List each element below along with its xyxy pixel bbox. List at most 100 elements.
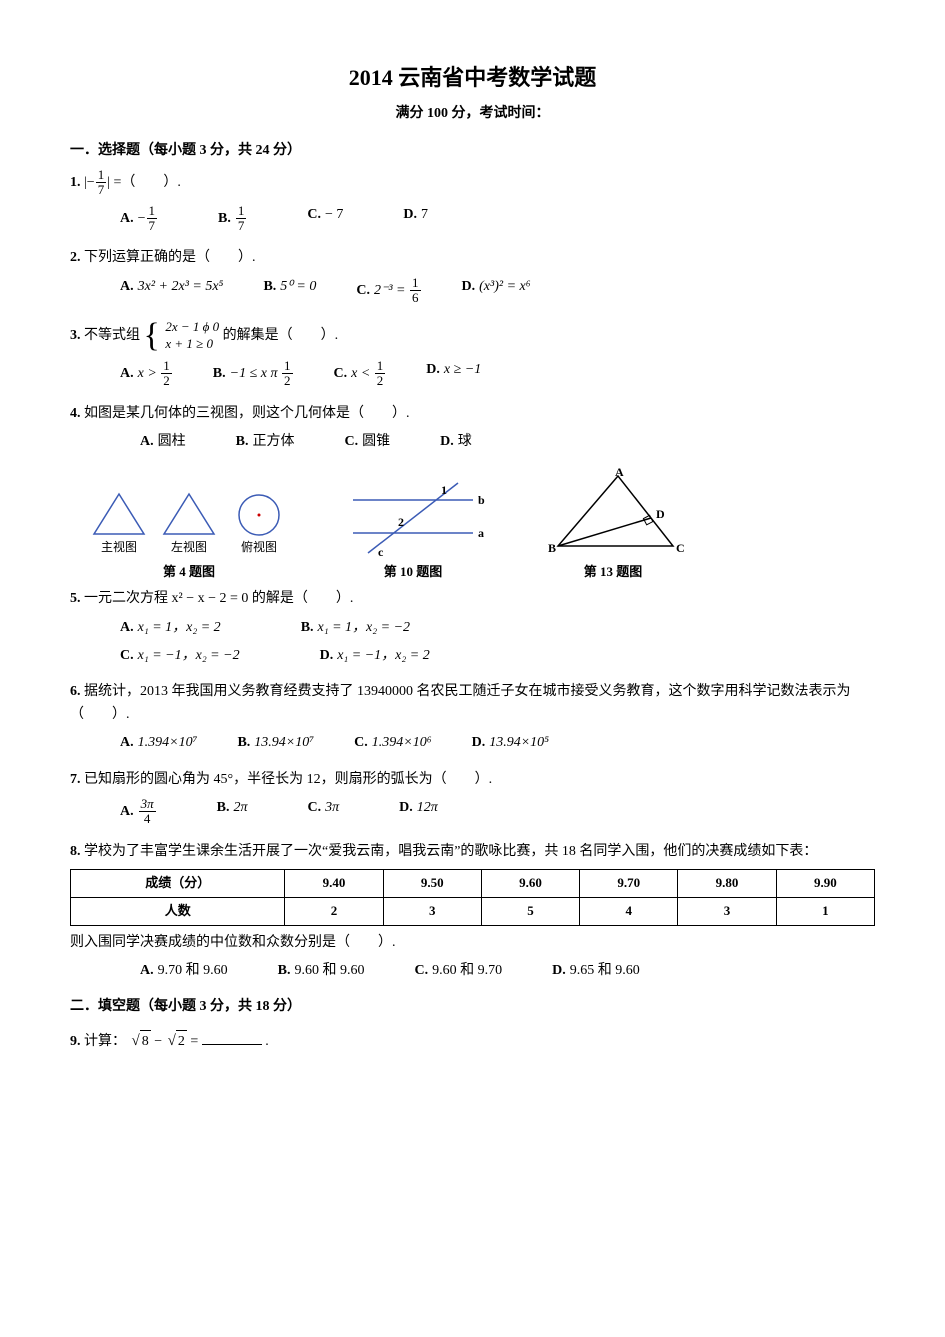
q3-b-d: 2 (282, 374, 293, 388)
q7-options: A.3π4 B.2π C.3π D.12π (120, 797, 875, 827)
q1-opt-b: B.17 (218, 204, 247, 234)
q8-num: 8. (70, 844, 81, 859)
q3-b-pre: −1 ≤ x π (230, 366, 281, 381)
th-2: 9.50 (383, 870, 481, 898)
table-row: 人数 2 3 5 4 3 1 (71, 897, 875, 925)
svg-text:c: c (378, 545, 384, 558)
figure-4: 主视图 左视图 俯视图 第 4 题图 (90, 490, 288, 582)
question-7: 7. 已知扇形的圆心角为 45°，半径长为 12，则扇形的弧长为（ ）. (70, 769, 875, 791)
q3-num: 3. (70, 328, 81, 343)
svg-text:D: D (656, 507, 665, 521)
q4-opt-c: C.圆锥 (344, 431, 390, 453)
q3-opt-d: D.x ≥ −1 (426, 359, 481, 389)
triangle-front-icon (90, 490, 148, 538)
question-6: 6. 据统计，2013 年我国用义务教育经费支持了 13940000 名农民工随… (70, 681, 875, 726)
th-0: 成绩（分） (71, 870, 285, 898)
q7-a-d: 4 (139, 812, 156, 826)
q3-opt-b: B.−1 ≤ x π 12 (213, 359, 294, 389)
q3-b-n: 1 (282, 359, 293, 374)
question-8: 8. 学校为了丰富学生课余生活开展了一次“爱我云南，唱我云南”的歌咏比赛，共 1… (70, 841, 875, 863)
q9-num: 9. (70, 1034, 81, 1049)
table-row: 成绩（分） 9.40 9.50 9.60 9.70 9.80 9.90 (71, 870, 875, 898)
q5-opt-d: D.x₁ = −1，x₂ = 2 (320, 645, 430, 667)
q5-stem: 一元二次方程 x² − x − 2 = 0 的解是（ ）. (84, 591, 353, 606)
svg-text:b: b (478, 493, 485, 507)
page-subtitle: 满分 100 分，考试时间： (70, 103, 875, 125)
q2-opt-d: D.(x³)² = x⁶ (462, 276, 531, 306)
q3-pre: 不等式组 (84, 328, 140, 343)
q9-pre: 计算： (84, 1034, 126, 1049)
q1-a-pre: − (138, 211, 146, 226)
q7-opt-d: D.12π (399, 797, 438, 827)
q4-a: 圆柱 (158, 434, 186, 449)
q2-opt-a: A.3x² + 2x³ = 5x⁵ (120, 276, 223, 306)
q5-d: x₁ = −1，x₂ = 2 (337, 648, 430, 663)
q6-num: 6. (70, 684, 81, 699)
q5-num: 5. (70, 591, 81, 606)
q6-a: 1.394×10⁷ (138, 735, 198, 750)
question-1: 1. |−17| =（ ）. (70, 168, 875, 198)
question-2: 2. 下列运算正确的是（ ）. (70, 247, 875, 269)
figure-10: 1 b 2 a c 第 10 题图 (338, 478, 488, 583)
q3-d: x ≥ −1 (444, 362, 481, 377)
q4-opt-b: B.正方体 (236, 431, 295, 453)
fig4-caption: 第 4 题图 (90, 562, 288, 583)
q5-opt-a: A.x₁ = 1，x₂ = 2 (120, 617, 221, 639)
q2-c-n: 1 (410, 276, 421, 291)
q3-options: A.x > 12 B.−1 ≤ x π 12 C.x < 12 D.x ≥ −1 (120, 359, 875, 389)
q3-sys2: x + 1 ≥ 0 (165, 336, 213, 351)
q1-b-d: 7 (236, 219, 247, 233)
figure-row: 主视图 左视图 俯视图 第 4 题图 1 b 2 a c 第 10 题图 (90, 468, 875, 583)
q7-opt-c: C.3π (308, 797, 340, 827)
q1-a-d: 7 (147, 219, 158, 233)
section-1-heading: 一．选择题（每小题 3 分，共 24 分） (70, 140, 875, 162)
question-5: 5. 一元二次方程 x² − x − 2 = 0 的解是（ ）. (70, 588, 875, 610)
q2-stem: 下列运算正确的是（ ）. (84, 250, 256, 265)
q3-c-d: 2 (375, 374, 386, 388)
q9-post: . (265, 1034, 269, 1049)
q8-stem2: 则入围同学决赛成绩的中位数和众数分别是（ ）. (70, 932, 875, 954)
q7-b: 2π (233, 800, 247, 815)
q4-d: 球 (458, 434, 472, 449)
svg-text:2: 2 (398, 515, 404, 529)
q5-b: x₁ = 1，x₂ = −2 (318, 620, 411, 635)
q9-blank (202, 1030, 262, 1045)
q7-num: 7. (70, 772, 81, 787)
q3-c-pre: x < (351, 366, 374, 381)
q5-options: A.x₁ = 1，x₂ = 2 B.x₁ = 1，x₂ = −2 C.x₁ = … (120, 617, 875, 668)
q4-b: 正方体 (252, 434, 294, 449)
q8-table: 成绩（分） 9.40 9.50 9.60 9.70 9.80 9.90 人数 2… (70, 869, 875, 926)
q7-stem: 已知扇形的圆心角为 45°，半径长为 12，则扇形的弧长为（ ）. (84, 772, 492, 787)
q9-r1: 8 (140, 1030, 151, 1053)
td-3: 5 (481, 897, 579, 925)
q7-opt-a: A.3π4 (120, 797, 157, 827)
q6-opt-a: A.1.394×10⁷ (120, 732, 197, 754)
th-1: 9.40 (285, 870, 383, 898)
q8-d: 9.65 和 9.60 (570, 963, 640, 978)
fig13-caption: 第 13 题图 (538, 562, 688, 583)
transversal-icon: 1 b 2 a c (338, 478, 488, 558)
q8-c: 9.60 和 9.70 (432, 963, 502, 978)
q4-num: 4. (70, 406, 81, 421)
q3-a-n: 1 (161, 359, 172, 374)
q1-b-n: 1 (236, 204, 247, 219)
page-title: 2014 云南省中考数学试题 (70, 60, 875, 95)
svg-text:C: C (676, 541, 685, 555)
td-0: 人数 (71, 897, 285, 925)
q3-a-pre: x > (138, 366, 161, 381)
q1-stem-pre: |− (84, 175, 95, 190)
td-2: 3 (383, 897, 481, 925)
q2-c-d: 6 (410, 291, 421, 305)
q6-b: 13.94×10⁷ (254, 735, 314, 750)
th-6: 9.90 (776, 870, 874, 898)
q5-opt-c: C.x₁ = −1，x₂ = −2 (120, 645, 240, 667)
q2-d: (x³)² = x⁶ (479, 279, 530, 294)
q1-num: 1. (70, 175, 81, 190)
q4-options: A.圆柱 B.正方体 C.圆锥 D.球 (140, 431, 875, 453)
q1-opt-a: A.−17 (120, 204, 158, 234)
q4-opt-d: D.球 (440, 431, 472, 453)
q6-stem: 据统计，2013 年我国用义务教育经费支持了 13940000 名农民工随迁子女… (70, 684, 851, 721)
q3-opt-a: A.x > 12 (120, 359, 173, 389)
q5-a: x₁ = 1，x₂ = 2 (138, 620, 221, 635)
fig4-top-label: 俯视图 (230, 538, 288, 557)
